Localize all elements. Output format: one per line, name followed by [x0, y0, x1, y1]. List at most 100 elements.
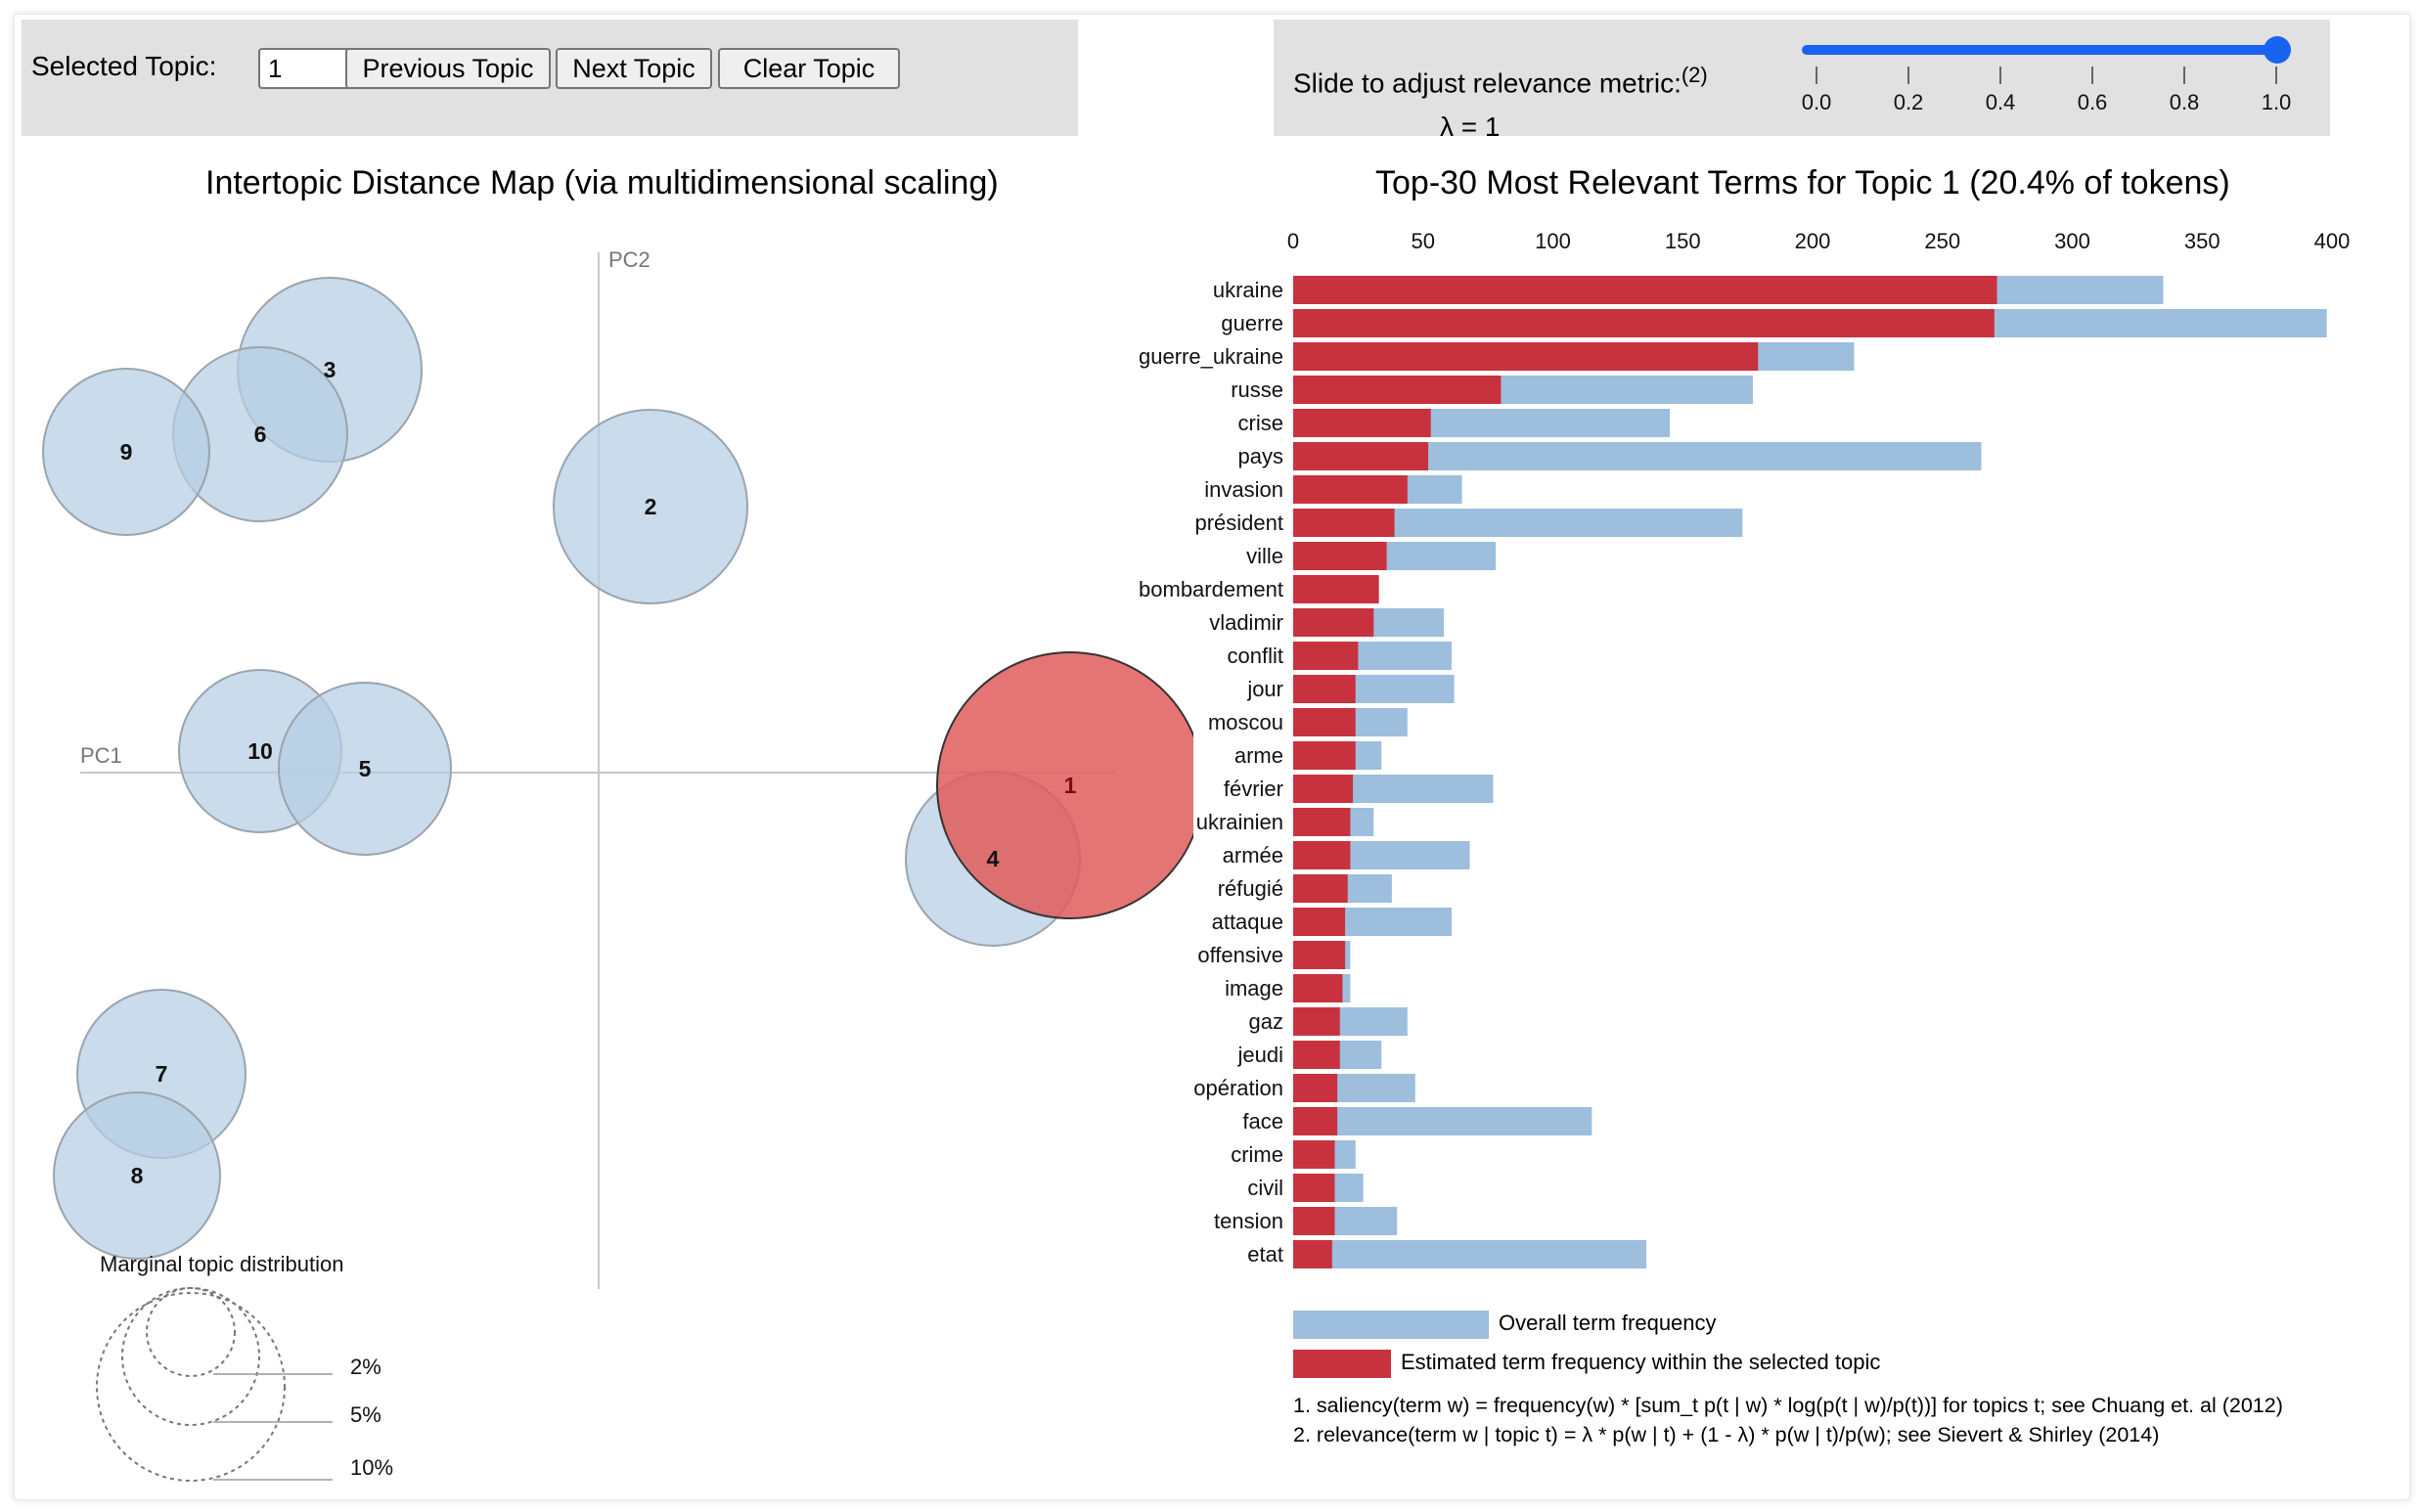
clear-topic-button[interactable]: Clear Topic — [718, 48, 900, 89]
topic-frequency-bar[interactable] — [1293, 841, 1351, 869]
term-label[interactable]: conflit — [1228, 644, 1283, 668]
topic-frequency-bar[interactable] — [1293, 775, 1354, 803]
topic-number-8: 8 — [131, 1163, 144, 1188]
topic-circle-2[interactable] — [553, 409, 748, 604]
term-label[interactable]: ukraine — [1213, 278, 1283, 302]
term-label[interactable]: guerre_ukraine — [1139, 344, 1283, 369]
topic-frequency-bar[interactable] — [1293, 1174, 1335, 1202]
term-label[interactable]: jeudi — [1237, 1043, 1283, 1067]
term-label[interactable]: face — [1242, 1109, 1283, 1134]
topic-circle-5[interactable] — [278, 682, 452, 856]
slider-thumb[interactable] — [2264, 36, 2291, 64]
x-axis-tick-label: 350 — [2184, 229, 2220, 253]
topic-frequency-bar[interactable] — [1293, 974, 1343, 1002]
pc2-label: PC2 — [608, 247, 650, 272]
topic-frequency-bar[interactable] — [1293, 542, 1387, 570]
term-label[interactable]: vladimir — [1209, 610, 1283, 635]
topic-frequency-bar[interactable] — [1293, 941, 1346, 969]
topic-frequency-bar[interactable] — [1293, 1007, 1340, 1036]
topic-circle-8[interactable] — [53, 1091, 221, 1260]
saliency-note: 1. saliency(term w) = frequency(w) * [su… — [1293, 1394, 2283, 1417]
term-label[interactable]: février — [1224, 777, 1283, 801]
term-label[interactable]: bombardement — [1139, 577, 1283, 601]
term-label[interactable]: opération — [1193, 1076, 1283, 1100]
topic-circle-1-selected[interactable] — [936, 651, 1193, 919]
topic-frequency-bar[interactable] — [1293, 1140, 1335, 1169]
term-label[interactable]: invasion — [1204, 477, 1283, 502]
x-axis-tick-label: 200 — [1795, 229, 1831, 253]
x-axis-tick-label: 250 — [1924, 229, 1960, 253]
term-label[interactable]: crise — [1238, 411, 1283, 435]
term-label[interactable]: guerre — [1221, 311, 1283, 335]
term-label[interactable]: jour — [1246, 677, 1283, 701]
x-axis-tick-label: 100 — [1535, 229, 1571, 253]
topic-frequency-bar[interactable] — [1293, 1240, 1332, 1268]
relevant-terms-title: Top-30 Most Relevant Terms for Topic 1 (… — [1375, 164, 2230, 201]
marginal-label-5pct: 5% — [350, 1402, 381, 1427]
topic-frequency-bar[interactable] — [1293, 675, 1356, 703]
slider-ticks: 0.0 0.2 0.4 0.6 0.8 1.0 — [1802, 67, 2292, 114]
term-label[interactable]: russe — [1231, 378, 1283, 402]
topic-frequency-bar[interactable] — [1293, 808, 1351, 836]
term-label[interactable]: crime — [1231, 1142, 1283, 1167]
topic-frequency-bar[interactable] — [1293, 1074, 1338, 1102]
term-label[interactable]: attaque — [1212, 910, 1283, 934]
topic-number-7: 7 — [156, 1061, 168, 1087]
relevance-note: 2. relevance(term w | topic t) = λ * p(w… — [1293, 1423, 2160, 1446]
topic-number-6: 6 — [254, 422, 267, 447]
topic-frequency-bar[interactable] — [1293, 509, 1395, 537]
topic-circle-9[interactable] — [42, 368, 210, 536]
term-label[interactable]: moscou — [1208, 710, 1283, 734]
x-axis-tick-label: 300 — [2054, 229, 2090, 253]
term-label[interactable]: image — [1225, 976, 1283, 1001]
slider-track — [1802, 45, 2291, 55]
term-label[interactable]: ville — [1246, 544, 1283, 568]
overall-frequency-bar[interactable] — [1293, 1240, 1647, 1268]
topic-frequency-bar[interactable] — [1293, 575, 1379, 603]
slider-tick-label: 0.6 — [2078, 90, 2108, 114]
topic-frequency-bar[interactable] — [1293, 1207, 1335, 1235]
term-label[interactable]: pays — [1238, 444, 1283, 468]
topic-frequency-bar[interactable] — [1293, 276, 1997, 304]
next-topic-button[interactable]: Next Topic — [556, 48, 712, 89]
term-label[interactable]: civil — [1247, 1176, 1283, 1200]
topic-frequency-bar[interactable] — [1293, 442, 1429, 470]
topic-frequency-bar[interactable] — [1293, 908, 1346, 936]
overall-frequency-bar[interactable] — [1293, 1107, 1592, 1135]
topic-frequency-bar[interactable] — [1293, 741, 1356, 770]
relevance-label: Slide to adjust relevance metric:(2) — [1293, 63, 1708, 99]
topic-number-4: 4 — [987, 846, 1000, 871]
footnote-ref: (2) — [1681, 63, 1708, 87]
topic-frequency-bar[interactable] — [1293, 376, 1502, 404]
previous-topic-button[interactable]: Previous Topic — [345, 48, 551, 89]
x-axis-tick-label: 0 — [1287, 229, 1299, 253]
topic-frequency-bar[interactable] — [1293, 1041, 1340, 1069]
term-label[interactable]: tension — [1214, 1209, 1283, 1233]
term-label[interactable]: président — [1194, 511, 1283, 535]
topic-frequency-bar[interactable] — [1293, 874, 1348, 903]
x-axis-tick-label: 50 — [1412, 229, 1435, 253]
term-label[interactable]: arme — [1234, 743, 1283, 768]
topic-frequency-bar[interactable] — [1293, 475, 1408, 504]
relevant-terms-bar-chart: 0 50 100 150 200 250 300 350 400 ukraine guerre gue… — [1139, 229, 2350, 1268]
selected-topic-input[interactable] — [258, 48, 356, 89]
legend-overall-label: Overall term frequency — [1499, 1311, 1717, 1335]
term-label[interactable]: armée — [1223, 843, 1283, 867]
term-label[interactable]: offensive — [1197, 943, 1283, 967]
term-label[interactable]: réfugié — [1218, 876, 1283, 901]
lambda-slider[interactable] — [1802, 35, 2291, 65]
term-label[interactable]: ukrainien — [1196, 810, 1283, 834]
term-label[interactable]: gaz — [1249, 1009, 1283, 1034]
topic-frequency-bar[interactable] — [1293, 342, 1759, 371]
topic-frequency-bar[interactable] — [1293, 642, 1359, 670]
topic-frequency-bar[interactable] — [1293, 708, 1356, 736]
slider-tick-label: 1.0 — [2262, 90, 2292, 114]
marginal-circle-2pct — [146, 1287, 236, 1377]
topic-frequency-bar[interactable] — [1293, 1107, 1338, 1135]
topic-frequency-bar[interactable] — [1293, 309, 1995, 337]
topic-frequency-bar[interactable] — [1293, 409, 1431, 437]
term-label[interactable]: etat — [1247, 1242, 1283, 1267]
topic-frequency-bar[interactable] — [1293, 608, 1374, 637]
topic-number-10: 10 — [247, 738, 273, 764]
topic-number-5: 5 — [359, 756, 372, 781]
